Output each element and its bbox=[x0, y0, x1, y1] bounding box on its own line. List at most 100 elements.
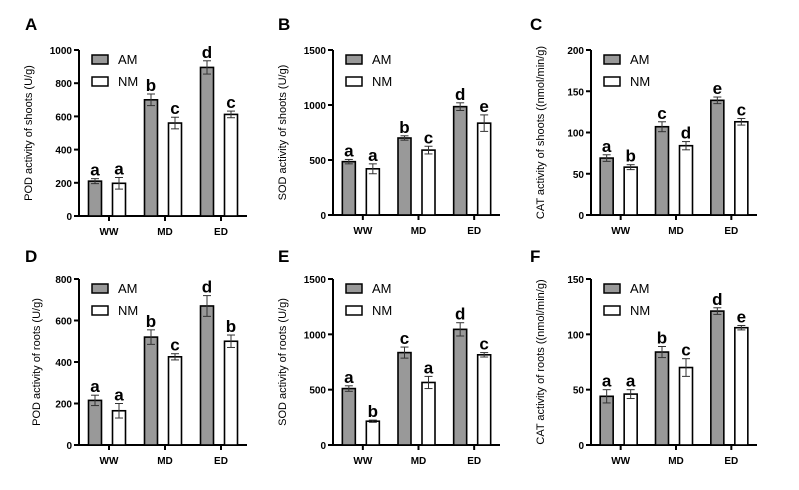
bar-nm-ww bbox=[623, 166, 638, 216]
x-tick-label: WW bbox=[100, 456, 119, 467]
x-tick-label: WW bbox=[100, 227, 119, 238]
bar-am-ww bbox=[599, 395, 614, 446]
significance-letter: c bbox=[226, 93, 235, 112]
bar-am-ed bbox=[199, 305, 215, 446]
significance-letter: d bbox=[712, 290, 722, 309]
y-tick-label: 400 bbox=[55, 146, 72, 157]
x-tick-label: MD bbox=[411, 226, 427, 237]
significance-letter: e bbox=[713, 79, 722, 98]
significance-letter: c bbox=[400, 329, 409, 348]
y-tick-label: 0 bbox=[66, 212, 72, 223]
significance-letter: d bbox=[202, 278, 212, 297]
legend-swatch-am bbox=[345, 283, 363, 294]
y-tick-label: 1500 bbox=[304, 275, 327, 286]
bar-nm-ed bbox=[734, 326, 749, 446]
significance-letter: a bbox=[344, 368, 354, 387]
significance-letter: a bbox=[602, 372, 612, 391]
legend-label-nm: NM bbox=[118, 74, 138, 89]
y-tick-label: 0 bbox=[66, 441, 72, 452]
legend-label-nm: NM bbox=[630, 303, 650, 318]
y-tick-label: 200 bbox=[55, 400, 72, 411]
x-tick-label: WW bbox=[611, 226, 630, 237]
significance-letter: d bbox=[455, 85, 465, 104]
bar-nm-md bbox=[678, 366, 694, 446]
bar-nm-ww bbox=[623, 393, 638, 446]
legend-swatch-nm bbox=[603, 305, 621, 316]
significance-letter: d bbox=[202, 43, 212, 62]
panel-letter: D bbox=[25, 247, 37, 266]
bar-nm-ed bbox=[223, 340, 239, 446]
y-tick-label: 50 bbox=[573, 170, 585, 181]
bar-am-ed bbox=[710, 310, 725, 446]
legend-label-am: AM bbox=[372, 52, 392, 67]
significance-letter: a bbox=[602, 137, 612, 156]
bar-am-md bbox=[397, 137, 412, 216]
y-tick-label: 200 bbox=[55, 179, 72, 190]
legend-label-nm: NM bbox=[372, 303, 392, 318]
significance-letter: b bbox=[625, 147, 635, 166]
significance-letter: c bbox=[170, 336, 179, 355]
legend-label-am: AM bbox=[372, 281, 392, 296]
bar-am-ed bbox=[199, 66, 215, 217]
x-tick-label: WW bbox=[353, 226, 372, 237]
x-tick-label: MD bbox=[157, 456, 173, 467]
bar-nm-ed bbox=[734, 120, 749, 216]
bar-am-ed bbox=[452, 328, 468, 446]
bar-nm-md bbox=[421, 381, 436, 446]
significance-letter: b bbox=[146, 312, 156, 331]
panel-c: C 0 50 100 150 200 CAT activity of shoots ((nm… bbox=[530, 15, 757, 237]
y-tick-label: 1000 bbox=[304, 101, 327, 112]
significance-letter: b bbox=[226, 317, 236, 336]
legend-label-am: AM bbox=[118, 281, 138, 296]
panel-b: B 0 500 1000 1500 SOD activity of shoots (U/g… bbox=[277, 15, 500, 237]
x-tick-label: ED bbox=[467, 456, 481, 467]
panel-letter: F bbox=[530, 247, 540, 266]
significance-letter: c bbox=[681, 341, 690, 360]
significance-letter: a bbox=[114, 386, 124, 405]
panel-letter: E bbox=[278, 247, 289, 266]
significance-letter: a bbox=[626, 372, 636, 391]
legend-swatch-am bbox=[91, 283, 109, 294]
significance-letter: a bbox=[368, 146, 378, 165]
y-tick-label: 500 bbox=[309, 386, 326, 397]
bar-am-md bbox=[143, 99, 159, 217]
x-tick-label: MD bbox=[411, 456, 427, 467]
y-tick-label: 800 bbox=[55, 79, 72, 90]
significance-letter: c bbox=[424, 128, 433, 147]
x-tick-label: ED bbox=[214, 456, 228, 467]
bar-am-md bbox=[654, 125, 670, 216]
bar-nm-md bbox=[421, 149, 436, 216]
y-tick-label: 150 bbox=[567, 275, 584, 286]
panel-d: D 0 200 400 600 800 POD activity of roots (U/g… bbox=[25, 247, 247, 467]
y-tick-label: 500 bbox=[309, 156, 326, 167]
significance-letter: a bbox=[90, 377, 100, 396]
significance-letter: d bbox=[455, 305, 465, 324]
y-tick-label: 0 bbox=[578, 211, 584, 222]
legend-swatch-nm bbox=[91, 305, 109, 316]
significance-letter: b bbox=[399, 118, 409, 137]
bar-nm-md bbox=[167, 356, 183, 446]
x-tick-label: MD bbox=[668, 456, 684, 467]
bar-am-ww bbox=[341, 387, 357, 446]
bar-nm-md bbox=[678, 144, 694, 216]
y-tick-label: 600 bbox=[55, 112, 72, 123]
legend-swatch-am bbox=[603, 283, 621, 294]
significance-letter: c bbox=[479, 335, 488, 354]
y-tick-label: 800 bbox=[55, 275, 72, 286]
x-tick-label: MD bbox=[157, 227, 173, 238]
legend-label-nm: NM bbox=[118, 303, 138, 318]
legend-label-am: AM bbox=[118, 52, 138, 67]
panel-letter: B bbox=[278, 15, 290, 34]
y-tick-label: 100 bbox=[567, 330, 584, 341]
y-tick-label: 600 bbox=[55, 317, 72, 328]
bar-am-ww bbox=[599, 157, 614, 216]
significance-letter: d bbox=[681, 124, 691, 143]
panel-letter: C bbox=[530, 15, 542, 34]
bar-am-md bbox=[654, 351, 670, 446]
y-tick-label: 0 bbox=[320, 441, 326, 452]
legend-swatch-nm bbox=[345, 305, 363, 316]
y-tick-label: 1500 bbox=[304, 46, 327, 57]
y-tick-label: 0 bbox=[578, 441, 584, 452]
legend-label-nm: NM bbox=[372, 74, 392, 89]
bar-nm-ed bbox=[476, 122, 492, 216]
